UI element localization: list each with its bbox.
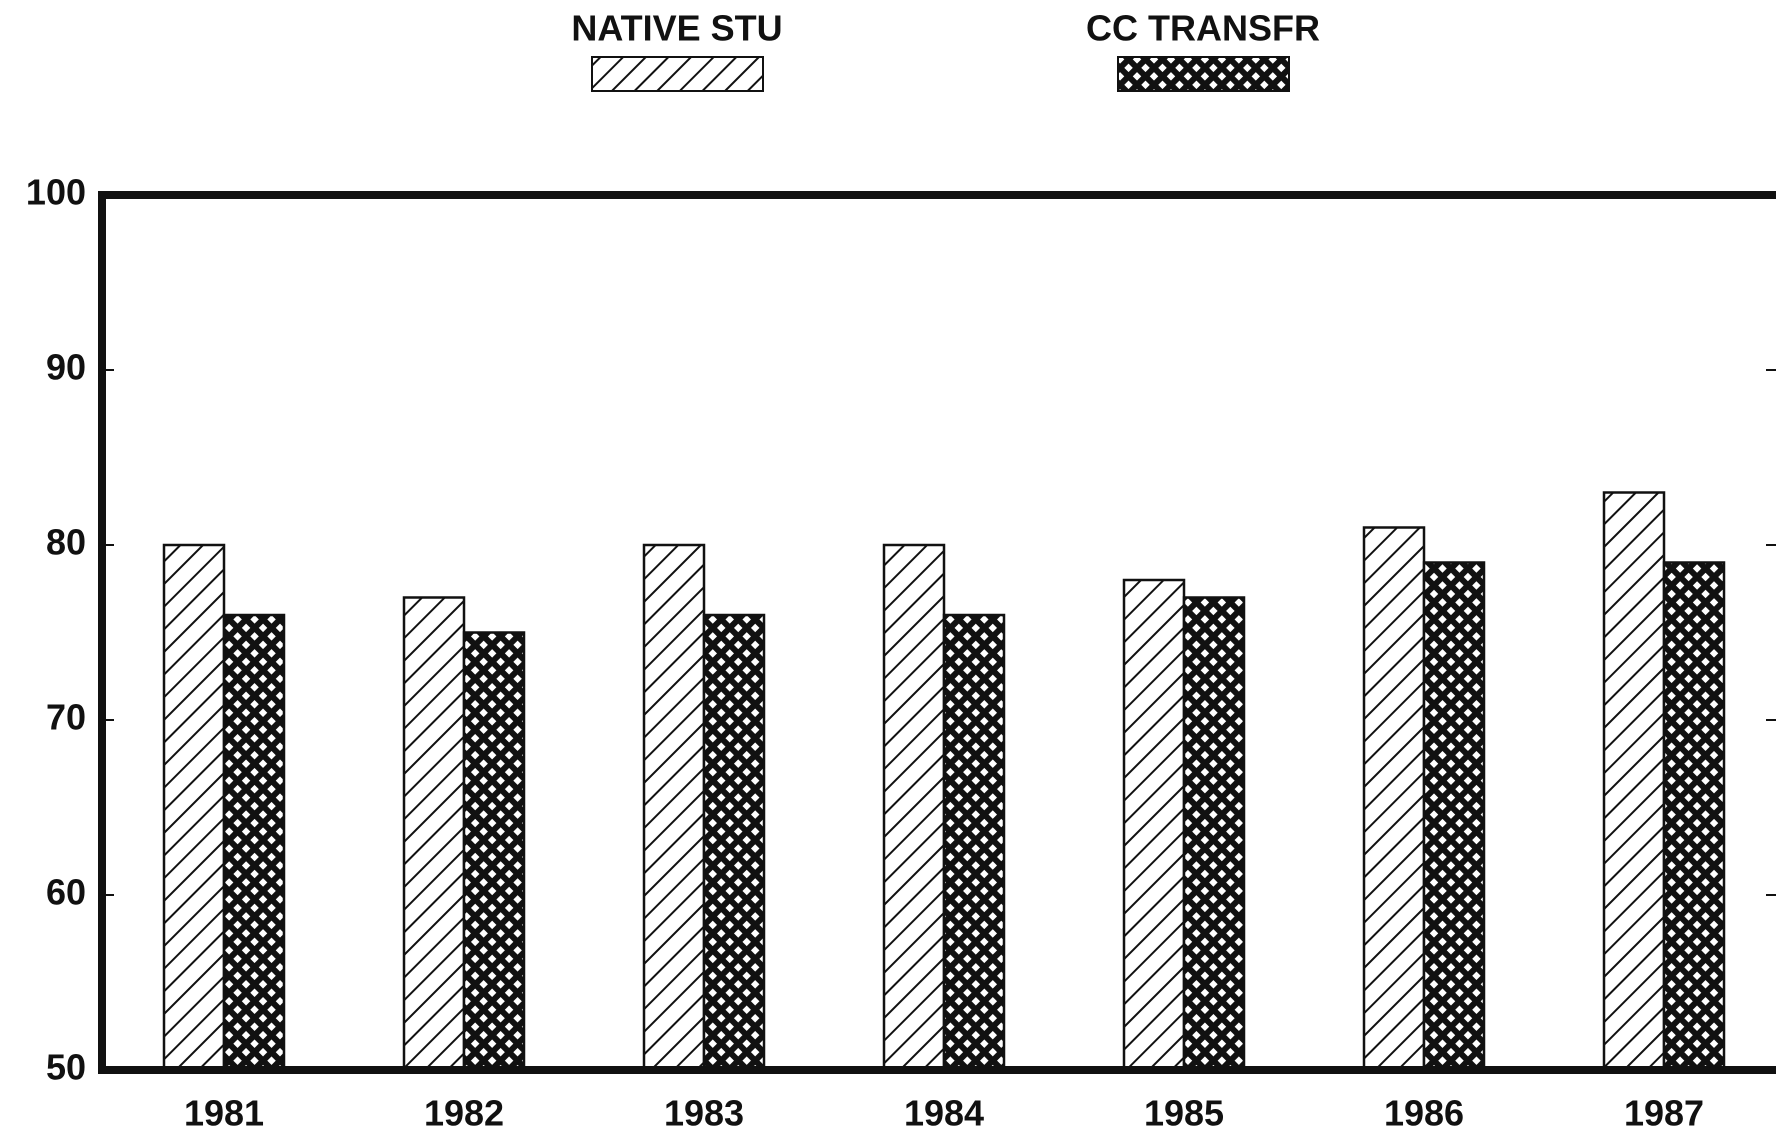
bar [1662, 561, 1726, 1072]
legend-label: NATIVE STU [571, 8, 782, 49]
x-tick-label: 1982 [424, 1093, 504, 1134]
bar [1362, 526, 1426, 1072]
legend-swatch [591, 56, 764, 92]
bar [942, 613, 1006, 1072]
bar [402, 596, 466, 1072]
bar [882, 543, 946, 1072]
x-tick-label: 1981 [184, 1093, 264, 1134]
x-tick-label: 1984 [904, 1093, 984, 1134]
bar [162, 543, 226, 1072]
bar [1422, 561, 1486, 1072]
x-tick-label: 1983 [664, 1093, 744, 1134]
y-tick-label: 70 [46, 697, 86, 738]
bar [222, 613, 286, 1072]
x-tick-label: 1985 [1144, 1093, 1224, 1134]
bar [1122, 578, 1186, 1072]
bar [702, 613, 766, 1072]
bar [642, 543, 706, 1072]
bar [1182, 596, 1246, 1072]
y-tick-label: 90 [46, 347, 86, 388]
x-tick-label: 1986 [1384, 1093, 1464, 1134]
y-tick-label: 50 [46, 1047, 86, 1088]
y-tick-label: 80 [46, 522, 86, 563]
legend-swatch [1117, 56, 1290, 92]
bar [1602, 491, 1666, 1072]
bar [462, 631, 526, 1072]
y-tick-label: 60 [46, 872, 86, 913]
legend-label: CC TRANSFR [1086, 8, 1320, 49]
y-tick-label: 100 [26, 172, 86, 213]
x-tick-label: 1987 [1624, 1093, 1704, 1134]
